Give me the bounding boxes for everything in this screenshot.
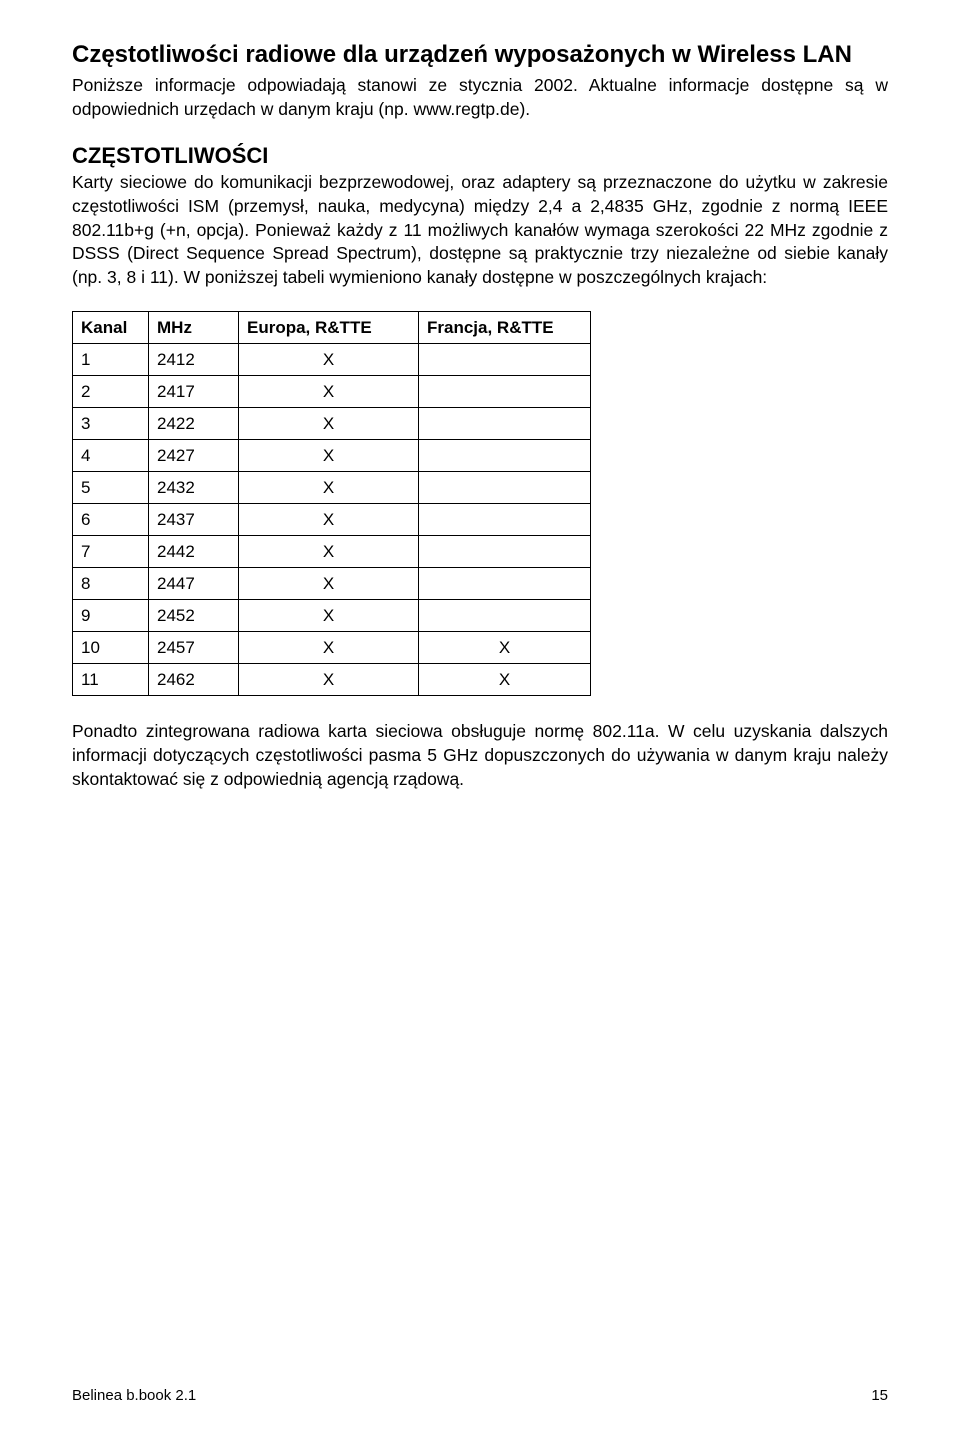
intro-paragraph: Poniższe informacje odpowiadają stanowi … <box>72 74 888 121</box>
cell-kanal: 3 <box>73 408 149 440</box>
cell-eu: X <box>239 376 419 408</box>
page-footer: Belinea b.book 2.1 15 <box>72 1387 888 1404</box>
cell-kanal: 5 <box>73 472 149 504</box>
cell-eu: X <box>239 472 419 504</box>
cell-fr <box>419 536 591 568</box>
table-row: 92452X <box>73 600 591 632</box>
cell-mhz: 2442 <box>149 536 239 568</box>
th-eu: Europa, R&TTE <box>239 312 419 344</box>
th-fr: Francja, R&TTE <box>419 312 591 344</box>
table-row: 42427X <box>73 440 591 472</box>
cell-kanal: 1 <box>73 344 149 376</box>
th-mhz: MHz <box>149 312 239 344</box>
table-row: 22417X <box>73 376 591 408</box>
cell-eu: X <box>239 344 419 376</box>
cell-kanal: 2 <box>73 376 149 408</box>
table-row: 72442X <box>73 536 591 568</box>
cell-fr <box>419 408 591 440</box>
cell-mhz: 2457 <box>149 632 239 664</box>
cell-mhz: 2412 <box>149 344 239 376</box>
table-header-row: Kanal MHz Europa, R&TTE Francja, R&TTE <box>73 312 591 344</box>
cell-fr <box>419 600 591 632</box>
footer-right: 15 <box>871 1387 888 1404</box>
cell-fr: X <box>419 632 591 664</box>
cell-kanal: 11 <box>73 664 149 696</box>
cell-mhz: 2447 <box>149 568 239 600</box>
cell-kanal: 10 <box>73 632 149 664</box>
table-row: 82447X <box>73 568 591 600</box>
after-paragraph: Ponadto zintegrowana radiowa karta sieci… <box>72 720 888 791</box>
cell-eu: X <box>239 632 419 664</box>
cell-eu: X <box>239 568 419 600</box>
th-kanal: Kanal <box>73 312 149 344</box>
footer-left: Belinea b.book 2.1 <box>72 1387 196 1404</box>
page-title: Częstotliwości radiowe dla urządzeń wypo… <box>72 40 888 70</box>
cell-fr <box>419 568 591 600</box>
cell-eu: X <box>239 600 419 632</box>
cell-mhz: 2452 <box>149 600 239 632</box>
channels-table: Kanal MHz Europa, R&TTE Francja, R&TTE 1… <box>72 311 591 696</box>
cell-eu: X <box>239 664 419 696</box>
cell-mhz: 2422 <box>149 408 239 440</box>
cell-eu: X <box>239 536 419 568</box>
cell-eu: X <box>239 504 419 536</box>
cell-kanal: 8 <box>73 568 149 600</box>
cell-fr: X <box>419 664 591 696</box>
cell-fr <box>419 344 591 376</box>
cell-mhz: 2427 <box>149 440 239 472</box>
cell-kanal: 4 <box>73 440 149 472</box>
table-row: 112462XX <box>73 664 591 696</box>
cell-fr <box>419 472 591 504</box>
cell-kanal: 7 <box>73 536 149 568</box>
cell-mhz: 2417 <box>149 376 239 408</box>
cell-mhz: 2462 <box>149 664 239 696</box>
table-row: 32422X <box>73 408 591 440</box>
body-paragraph: Karty sieciowe do komunikacji bezprzewod… <box>72 171 888 289</box>
section-heading: CZĘSTOTLIWOŚCI <box>72 143 888 169</box>
cell-kanal: 6 <box>73 504 149 536</box>
cell-mhz: 2432 <box>149 472 239 504</box>
table-row: 52432X <box>73 472 591 504</box>
cell-fr <box>419 504 591 536</box>
cell-kanal: 9 <box>73 600 149 632</box>
cell-fr <box>419 440 591 472</box>
cell-eu: X <box>239 440 419 472</box>
table-row: 12412X <box>73 344 591 376</box>
cell-eu: X <box>239 408 419 440</box>
cell-mhz: 2437 <box>149 504 239 536</box>
table-row: 62437X <box>73 504 591 536</box>
cell-fr <box>419 376 591 408</box>
table-row: 102457XX <box>73 632 591 664</box>
